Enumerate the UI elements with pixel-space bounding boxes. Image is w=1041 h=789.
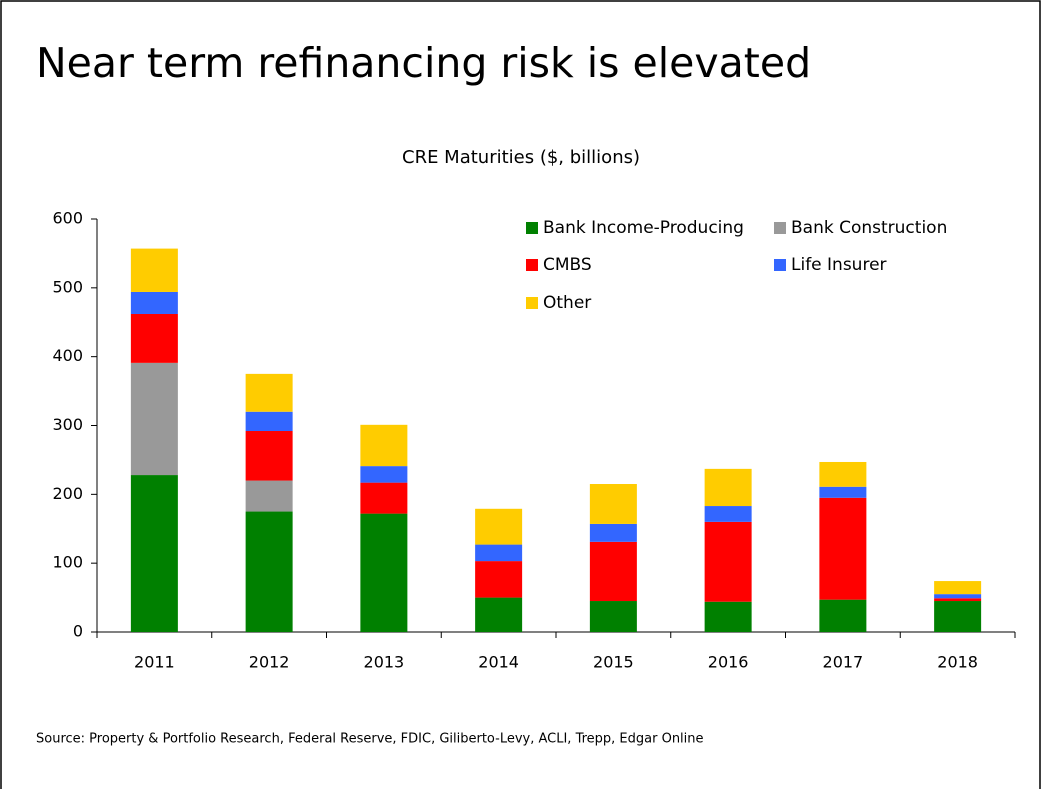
bar-segment xyxy=(704,601,752,632)
bar-segment xyxy=(475,597,523,632)
bar-segment xyxy=(360,482,408,514)
chart-title: CRE Maturities ($, billions) xyxy=(402,147,640,168)
bar-segment xyxy=(360,424,408,467)
legend-label: Bank Construction xyxy=(791,218,947,238)
x-tick-label: 2018 xyxy=(937,653,978,672)
bar-segment xyxy=(704,506,752,522)
y-tick-label: 200 xyxy=(52,484,83,503)
bar-segment xyxy=(245,373,293,412)
bar-segment xyxy=(360,466,408,483)
y-tick-label: 300 xyxy=(52,415,83,434)
legend-swatch xyxy=(774,222,786,234)
bar-segment xyxy=(130,475,178,632)
slide-title: Near term refinancing risk is elevated xyxy=(36,39,811,87)
x-tick-label: 2017 xyxy=(823,653,864,672)
legend-swatch xyxy=(526,297,538,309)
bar-segment xyxy=(934,601,982,632)
bar-segment xyxy=(245,511,293,632)
bar-segment xyxy=(819,461,867,487)
bar-segment xyxy=(819,486,867,498)
bar-segment xyxy=(934,594,982,599)
bar-segment xyxy=(360,513,408,632)
bar-segment xyxy=(130,291,178,314)
source-note: Source: Property & Portfolio Research, F… xyxy=(36,732,704,747)
y-tick-label: 500 xyxy=(52,277,83,296)
bar-segment xyxy=(704,521,752,602)
bar-segment xyxy=(589,601,637,632)
legend-label: Life Insurer xyxy=(791,255,887,275)
legend-swatch xyxy=(526,222,538,234)
bar-segment xyxy=(934,598,982,602)
bar-segment xyxy=(130,313,178,363)
legend-label: CMBS xyxy=(543,255,592,275)
x-tick-label: 2011 xyxy=(134,653,175,672)
bar-segment xyxy=(589,484,637,524)
bar-segment xyxy=(130,362,178,476)
bar-segment xyxy=(475,508,523,545)
bar-segment xyxy=(475,561,523,598)
bar-segment xyxy=(245,480,293,512)
x-tick-label: 2014 xyxy=(478,653,519,672)
x-tick-label: 2015 xyxy=(593,653,634,672)
legend-swatch xyxy=(774,259,786,271)
y-tick-label: 400 xyxy=(52,346,83,365)
x-tick-label: 2013 xyxy=(364,653,405,672)
bar-segment xyxy=(589,541,637,602)
legend-swatch xyxy=(526,259,538,271)
y-tick-label: 600 xyxy=(52,209,83,228)
bar-segment xyxy=(589,523,637,542)
bar-segment xyxy=(245,431,293,481)
bar-segment xyxy=(819,497,867,600)
bar-segment xyxy=(934,581,982,595)
bar-segment xyxy=(475,544,523,562)
legend-label: Other xyxy=(543,293,591,313)
y-tick-label: 100 xyxy=(52,553,83,572)
bar-segment xyxy=(704,468,752,507)
bar-segment xyxy=(819,599,867,632)
bar-segment xyxy=(130,248,178,292)
x-tick-label: 2016 xyxy=(708,653,749,672)
x-tick-label: 2012 xyxy=(249,653,290,672)
bar-segment xyxy=(245,411,293,432)
y-tick-label: 0 xyxy=(73,622,83,641)
legend-label: Bank Income-Producing xyxy=(543,218,744,238)
